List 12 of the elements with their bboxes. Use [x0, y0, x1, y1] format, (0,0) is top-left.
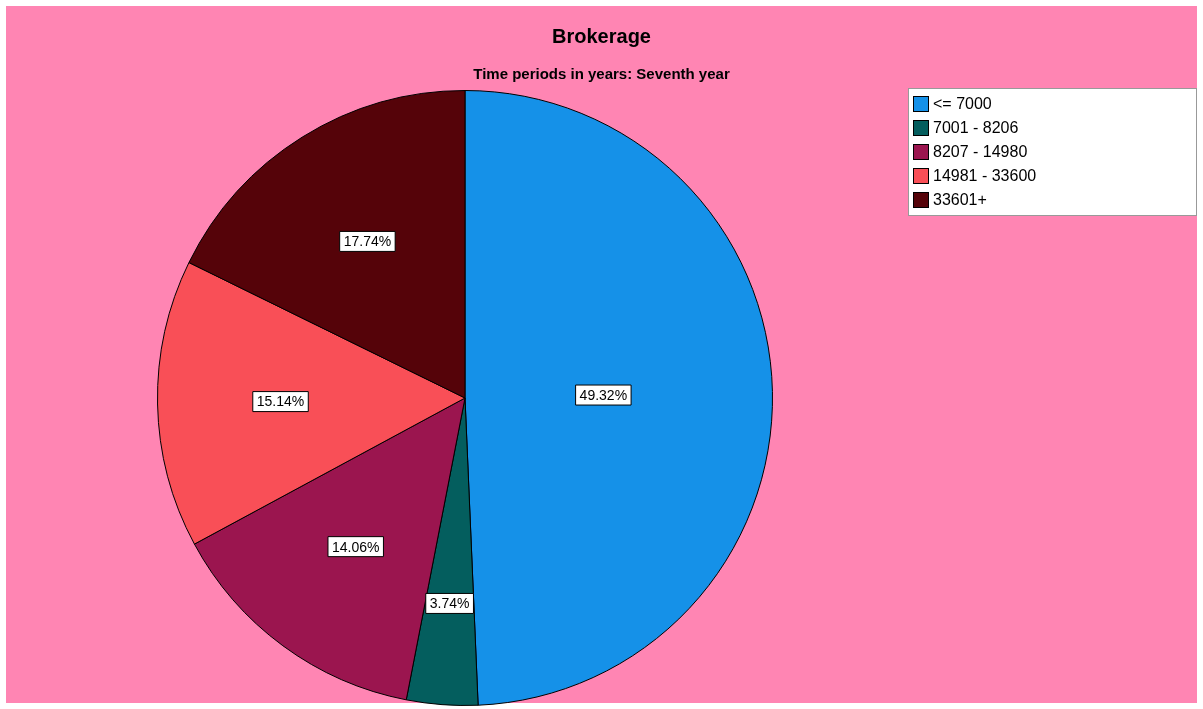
data-label: 17.74%: [343, 233, 392, 250]
legend-label: <= 7000: [933, 95, 992, 113]
data-label: 15.14%: [256, 393, 305, 410]
chart-subtitle: Time periods in years: Seventh year: [472, 65, 731, 82]
legend-label: 7001 - 8206: [933, 119, 1019, 137]
legend-label: 33601+: [933, 191, 987, 209]
data-label: 49.32%: [579, 386, 628, 403]
data-label: 14.06%: [331, 538, 380, 555]
legend-label: 8207 - 14980: [933, 143, 1028, 161]
legend-label: 14981 - 33600: [933, 167, 1037, 185]
chart-title: Brokerage: [551, 25, 652, 48]
data-label: 3.74%: [429, 595, 470, 612]
